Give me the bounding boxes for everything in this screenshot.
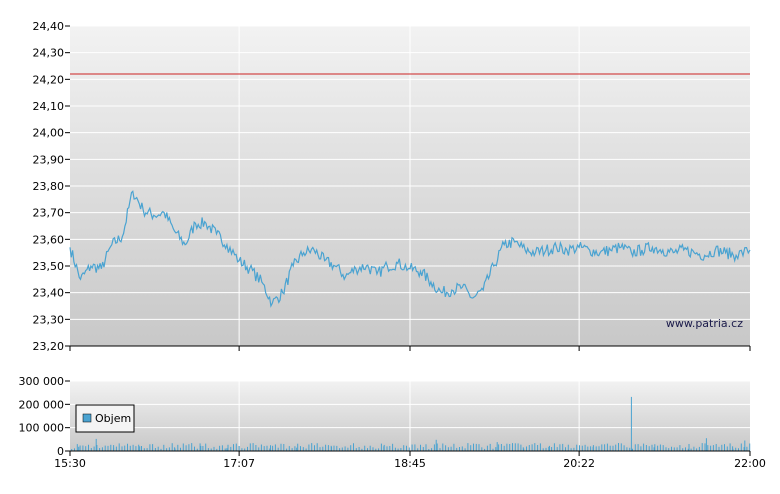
volume-panel: 0 100 000 200 000 300 000 15:30 17:07 18:45 20… — [19, 375, 766, 470]
x-tick-label: 17:07 — [223, 457, 255, 470]
x-tick-label: 18:45 — [394, 457, 426, 470]
legend-swatch-icon — [82, 413, 92, 423]
volume-y-tick-label: 200 000 — [19, 398, 65, 411]
price-y-tick-label: 23,70 — [33, 207, 65, 220]
price-y-tick-label: 23,40 — [33, 287, 65, 300]
price-panel: 23,20 23,30 23,40 23,50 23,60 23,70 23,80 23,90… — [33, 20, 751, 353]
volume-x-axis: 15:30 17:07 18:45 20:22 22:00 — [54, 451, 766, 470]
price-gridlines — [70, 25, 750, 346]
price-y-tick-label: 24,30 — [33, 47, 65, 60]
legend-label: Objem — [95, 412, 131, 425]
volume-y-tick-label: 0 — [57, 445, 64, 458]
price-y-tick-label: 23,50 — [33, 260, 65, 273]
price-y-tick-label: 23,20 — [33, 340, 65, 353]
price-y-tick-label: 23,80 — [33, 180, 65, 193]
volume-gridlines — [70, 380, 750, 451]
x-tick-label: 22:00 — [734, 457, 766, 470]
x-tick-label: 20:22 — [563, 457, 595, 470]
watermark-text: www.patria.cz — [666, 317, 743, 330]
price-y-tick-label: 23,90 — [33, 153, 65, 166]
price-y-tick-label: 24,40 — [33, 20, 65, 33]
price-y-axis: 23,20 23,30 23,40 23,50 23,60 23,70 23,80 23,90… — [33, 20, 70, 353]
x-tick-label: 15:30 — [54, 457, 86, 470]
price-y-tick-label: 23,60 — [33, 233, 65, 246]
price-x-ticks — [69, 346, 751, 351]
price-y-tick-label: 24,10 — [33, 100, 65, 113]
volume-y-tick-label: 100 000 — [19, 422, 65, 435]
legend: Objem — [75, 404, 135, 433]
volume-y-tick-label: 300 000 — [19, 375, 65, 388]
price-y-tick-label: 24,20 — [33, 73, 65, 86]
volume-y-axis: 0 100 000 200 000 300 000 — [19, 375, 70, 458]
price-y-tick-label: 23,30 — [33, 313, 65, 326]
price-y-tick-label: 24,00 — [33, 127, 65, 140]
price-series-line — [69, 190, 751, 308]
